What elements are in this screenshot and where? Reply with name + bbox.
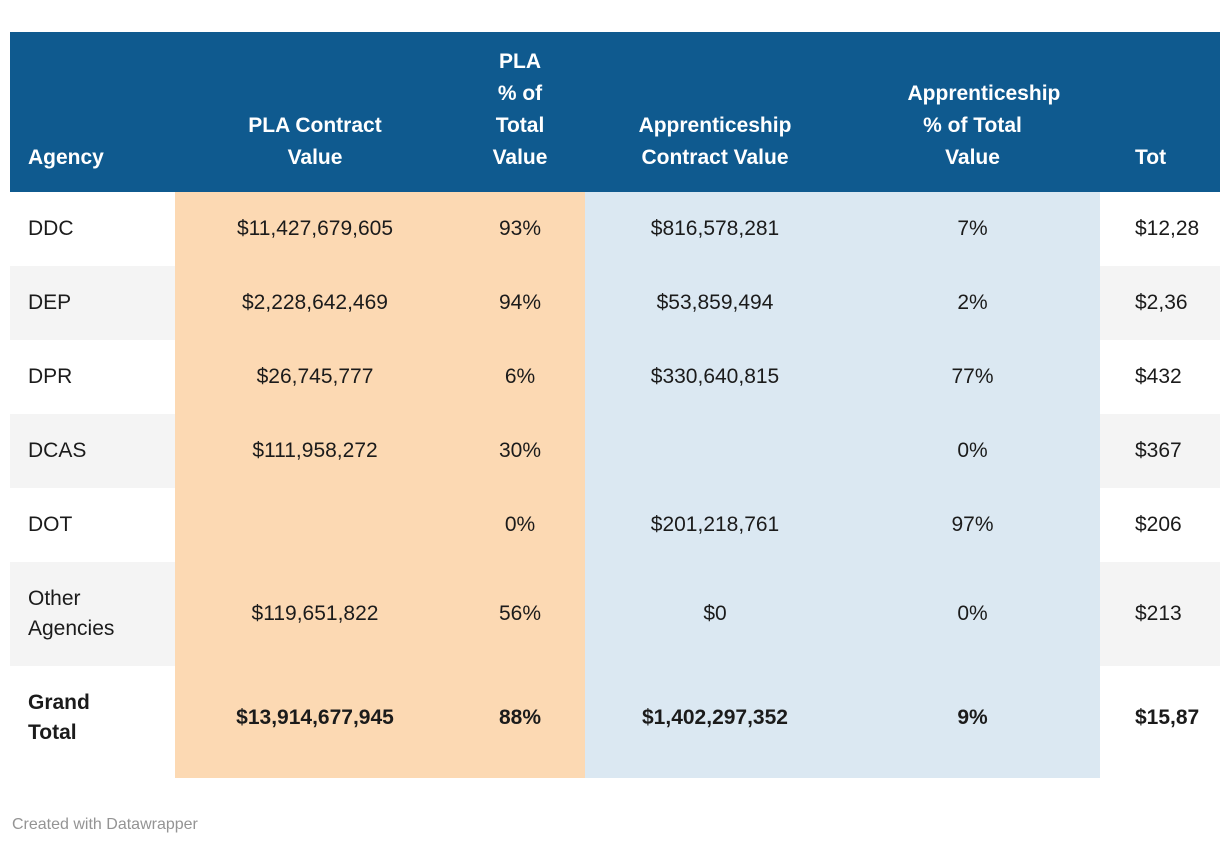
cell-app-value	[585, 414, 845, 488]
cell-app-pct: 77%	[845, 340, 1100, 414]
cell-total: $2,36	[1100, 266, 1220, 340]
table-row-dcas: DCAS $111,958,272 30% 0% $367	[10, 414, 1220, 488]
cell-app-pct: 0%	[845, 562, 1100, 666]
datawrapper-attribution-link[interactable]: Created with Datawrapper	[12, 816, 198, 833]
spacer-cell-orange	[455, 770, 585, 778]
cell-app-value: $330,640,815	[585, 340, 845, 414]
cell-agency: DPR	[10, 340, 175, 414]
spacer-cell	[10, 770, 175, 778]
cell-total: $432	[1100, 340, 1220, 414]
table-header: Agency PLA Contract Value PLA % of Total…	[10, 32, 1220, 192]
cell-pla-value	[175, 488, 455, 562]
cell-agency: Grand Total	[10, 666, 175, 770]
cell-pla-pct: 88%	[455, 666, 585, 770]
cell-total: $12,28	[1100, 192, 1220, 266]
table-row-ddc: DDC $11,427,679,605 93% $816,578,281 7% …	[10, 192, 1220, 266]
cell-app-pct: 97%	[845, 488, 1100, 562]
cell-pla-pct: 94%	[455, 266, 585, 340]
cell-pla-value: $11,427,679,605	[175, 192, 455, 266]
cell-agency: Other Agencies	[10, 562, 175, 666]
cell-total: $213	[1100, 562, 1220, 666]
cell-total: $15,87	[1100, 666, 1220, 770]
header-row: Agency PLA Contract Value PLA % of Total…	[10, 32, 1220, 192]
cell-app-value: $201,218,761	[585, 488, 845, 562]
highlight-spacer-row	[10, 770, 1220, 778]
spacer-cell-blue	[845, 770, 1100, 778]
cell-agency: DOT	[10, 488, 175, 562]
column-header-apprenticeship-pct: Apprenticeship % of Total Value	[845, 32, 1100, 192]
spacer-cell-orange	[175, 770, 455, 778]
cell-total: $206	[1100, 488, 1220, 562]
table-row-dot: DOT 0% $201,218,761 97% $206	[10, 488, 1220, 562]
cell-app-pct: 0%	[845, 414, 1100, 488]
table-row-dep: DEP $2,228,642,469 94% $53,859,494 2% $2…	[10, 266, 1220, 340]
cell-pla-pct: 93%	[455, 192, 585, 266]
cell-pla-value: $13,914,677,945	[175, 666, 455, 770]
cell-app-value: $1,402,297,352	[585, 666, 845, 770]
cell-app-pct: 2%	[845, 266, 1100, 340]
cell-total: $367	[1100, 414, 1220, 488]
table-viewport: Agency PLA Contract Value PLA % of Total…	[10, 32, 1220, 778]
cell-agency: DEP	[10, 266, 175, 340]
table-row-other-agencies: Other Agencies $119,651,822 56% $0 0% $2…	[10, 562, 1220, 666]
cell-pla-pct: 56%	[455, 562, 585, 666]
cell-pla-pct: 30%	[455, 414, 585, 488]
table-row-grand-total: Grand Total $13,914,677,945 88% $1,402,2…	[10, 666, 1220, 770]
cell-app-value: $0	[585, 562, 845, 666]
cell-pla-pct: 6%	[455, 340, 585, 414]
column-header-total: Tot	[1100, 32, 1220, 192]
cell-agency: DCAS	[10, 414, 175, 488]
cell-pla-pct: 0%	[455, 488, 585, 562]
cell-app-value: $816,578,281	[585, 192, 845, 266]
cell-app-pct: 7%	[845, 192, 1100, 266]
column-header-pla-contract-value: PLA Contract Value	[175, 32, 455, 192]
cell-pla-value: $111,958,272	[175, 414, 455, 488]
column-header-pla-pct: PLA % of Total Value	[455, 32, 585, 192]
cell-app-pct: 9%	[845, 666, 1100, 770]
spacer-cell-blue	[585, 770, 845, 778]
cell-pla-value: $26,745,777	[175, 340, 455, 414]
cell-pla-value: $119,651,822	[175, 562, 455, 666]
spacer-cell	[1100, 770, 1220, 778]
column-header-apprenticeship-contract-value: Apprenticeship Contract Value	[585, 32, 845, 192]
cell-app-value: $53,859,494	[585, 266, 845, 340]
table-body: DDC $11,427,679,605 93% $816,578,281 7% …	[10, 192, 1220, 778]
cell-agency: DDC	[10, 192, 175, 266]
column-header-agency: Agency	[10, 32, 175, 192]
cell-pla-value: $2,228,642,469	[175, 266, 455, 340]
table-row-dpr: DPR $26,745,777 6% $330,640,815 77% $432	[10, 340, 1220, 414]
pla-apprenticeship-table: Agency PLA Contract Value PLA % of Total…	[10, 32, 1220, 778]
